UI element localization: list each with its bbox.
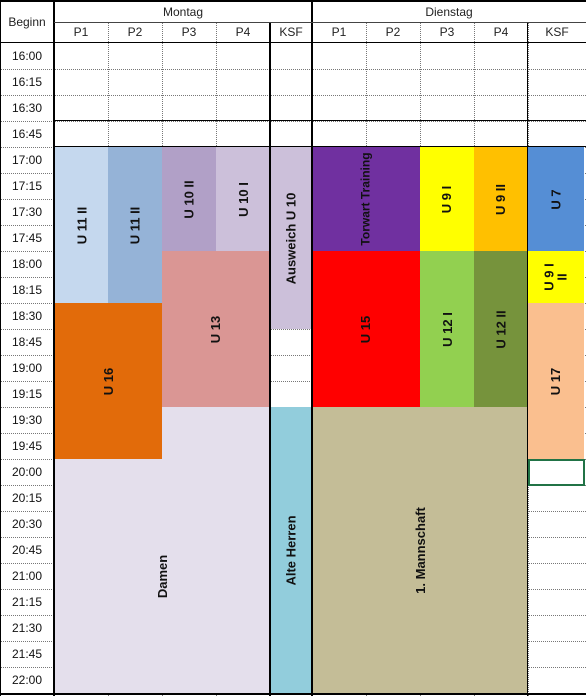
mo-ksf-alte-herren[interactable]: Alte Herren: [270, 407, 312, 693]
header-col-di-p2: P2: [385, 25, 401, 39]
header-col-mo-p2: P2: [127, 25, 143, 39]
grid-row-line: [0, 329, 586, 330]
time-label: 21:00: [11, 569, 43, 583]
di-p4-u9-ii[interactable]: U 9 II: [474, 147, 528, 251]
time-label: 18:00: [11, 257, 43, 271]
grid-row-line: [0, 69, 586, 70]
time-label: 19:00: [11, 361, 43, 375]
time-label: 18:45: [11, 335, 43, 349]
di-ksf-u9-i-ii[interactable]: U 9 I II: [528, 251, 584, 303]
border-time-col: [53, 0, 55, 696]
di-p3-u9-i[interactable]: U 9 I: [420, 147, 474, 251]
di-p4-u12-ii[interactable]: U 12 II: [474, 251, 528, 407]
border-top: [0, 0, 586, 2]
header-corner-beginn: Beginn: [8, 15, 46, 29]
time-label: 19:30: [11, 413, 43, 427]
time-label: 20:00: [11, 465, 43, 479]
mo-p4-u10-i[interactable]: U 10 I: [216, 147, 270, 251]
mo-p12-u16[interactable]: U 16: [55, 303, 162, 459]
mo-p3-u10-ii[interactable]: U 10 II: [162, 147, 216, 251]
time-label: 18:15: [11, 283, 43, 297]
border-mo-ksf: [269, 22, 271, 696]
time-label: 17:00: [11, 153, 43, 167]
grid-row-line: [0, 95, 586, 96]
grid-row-line: [0, 381, 586, 382]
di-p12-torwart[interactable]: Torwart Training: [312, 147, 420, 251]
mo-p34-u13[interactable]: U 13: [162, 251, 270, 407]
time-label: 20:45: [11, 543, 43, 557]
time-label: 21:45: [11, 647, 43, 661]
mo-p2-u11-ii[interactable]: U 11 II: [108, 147, 162, 303]
time-label: 22:00: [11, 673, 43, 687]
header-col-mo-p4: P4: [235, 25, 251, 39]
time-label: 20:30: [11, 517, 43, 531]
time-label: 21:15: [11, 595, 43, 609]
time-label: 19:15: [11, 387, 43, 401]
time-label: 16:15: [11, 75, 43, 89]
di-mannschaft[interactable]: 1. Mannschaft: [312, 407, 528, 693]
header-col-mo-p1: P1: [73, 25, 89, 39]
time-label: 21:30: [11, 621, 43, 635]
time-label: 18:30: [11, 309, 43, 323]
border-1700: [54, 146, 586, 147]
di-p3-u12-i[interactable]: U 12 I: [420, 251, 474, 407]
time-label: 16:00: [11, 49, 43, 63]
border-di-ksf: [527, 22, 528, 696]
border-day-split: [311, 0, 313, 696]
header-col-di-p4: P4: [493, 25, 509, 39]
time-label: 19:45: [11, 439, 43, 453]
header-day-dienstag: Dienstag: [425, 5, 473, 19]
header-col-di-p3: P3: [439, 25, 455, 39]
mo-ksf-ausweich-u10[interactable]: Ausweich U 10: [270, 147, 312, 329]
time-label: 17:15: [11, 179, 43, 193]
grid-row-line: [0, 355, 586, 356]
header-day-montag: Montag: [162, 5, 204, 19]
time-label: 16:45: [11, 127, 43, 141]
di-ksf-u7[interactable]: U 7: [528, 147, 584, 251]
time-label: 20:15: [11, 491, 43, 505]
border-header-bottom: [0, 42, 586, 43]
di-ksf-u17[interactable]: U 17: [528, 303, 584, 459]
di-p12-u15[interactable]: U 15: [312, 251, 420, 407]
time-label: 17:45: [11, 231, 43, 245]
mo-p1-u11-ii[interactable]: U 11 II: [55, 147, 108, 303]
grid-row-line: [0, 121, 586, 122]
header-col-di-ksf: KSF: [545, 25, 569, 39]
selected-cell[interactable]: [528, 459, 585, 486]
time-label: 16:30: [11, 101, 43, 115]
header-col-di-p1: P1: [331, 25, 347, 39]
border-left: [0, 0, 1, 696]
border-bottom: [0, 693, 586, 695]
header-col-mo-p3: P3: [181, 25, 197, 39]
time-label: 17:30: [11, 205, 43, 219]
border-day-header: [54, 22, 586, 23]
border-1645: [54, 120, 586, 121]
header-col-mo-ksf: KSF: [279, 25, 303, 39]
